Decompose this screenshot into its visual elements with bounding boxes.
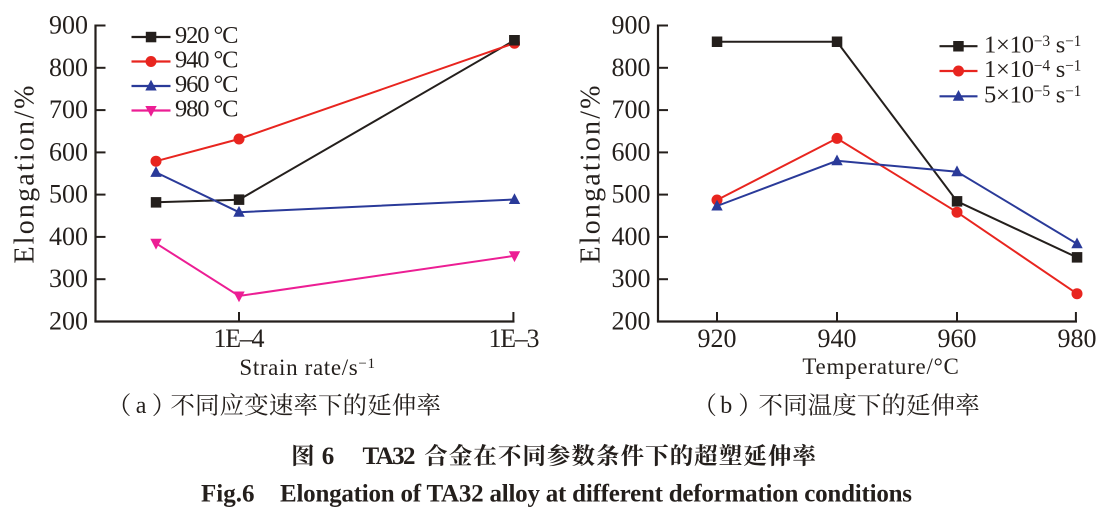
- svg-text:980: 980: [1058, 324, 1097, 353]
- svg-text:920: 920: [698, 324, 737, 353]
- svg-text:Elongation/%: Elongation/%: [10, 86, 41, 264]
- svg-text:1×10−3 s−1: 1×10−3 s−1: [984, 31, 1081, 58]
- svg-text:1E–3: 1E–3: [489, 324, 540, 353]
- svg-text:960: 960: [938, 324, 977, 353]
- svg-text:900: 900: [49, 11, 88, 40]
- svg-text:300: 300: [612, 264, 651, 293]
- svg-text:TA32: TA32: [363, 443, 416, 470]
- svg-text:900: 900: [612, 11, 651, 40]
- svg-text:200: 200: [612, 307, 651, 336]
- svg-text:b: b: [720, 393, 732, 419]
- svg-text:1E–4: 1E–4: [214, 324, 265, 353]
- svg-text:200: 200: [49, 307, 88, 336]
- svg-text:500: 500: [49, 180, 88, 209]
- svg-text:940: 940: [818, 324, 857, 353]
- svg-text:960 °C: 960 °C: [175, 71, 239, 98]
- svg-text:Elongation/%: Elongation/%: [576, 86, 607, 264]
- svg-text:980 °C: 980 °C: [175, 96, 239, 123]
- svg-text:Elongation of TA32 alloy at di: Elongation of TA32 alloy at different de…: [280, 480, 912, 507]
- svg-text:6: 6: [322, 443, 335, 470]
- svg-text:600: 600: [612, 137, 651, 166]
- svg-text:5×10−5 s−1: 5×10−5 s−1: [984, 82, 1081, 109]
- svg-text:700: 700: [612, 95, 651, 124]
- svg-text:1×10−4 s−1: 1×10−4 s−1: [984, 56, 1081, 83]
- svg-text:500: 500: [612, 180, 651, 209]
- svg-text:400: 400: [612, 222, 651, 251]
- svg-text:Fig.6: Fig.6: [201, 480, 255, 507]
- svg-text:940 °C: 940 °C: [175, 47, 239, 74]
- svg-text:a: a: [136, 393, 147, 419]
- svg-text:700: 700: [49, 95, 88, 124]
- svg-text:920 °C: 920 °C: [175, 22, 239, 49]
- svg-text:600: 600: [49, 137, 88, 166]
- svg-text:800: 800: [612, 53, 651, 82]
- svg-text:300: 300: [49, 264, 88, 293]
- svg-text:800: 800: [49, 53, 88, 82]
- svg-text:Strain rate/s−1: Strain rate/s−1: [239, 355, 375, 380]
- svg-text:400: 400: [49, 222, 88, 251]
- svg-text:Temperature/°C: Temperature/°C: [802, 354, 959, 379]
